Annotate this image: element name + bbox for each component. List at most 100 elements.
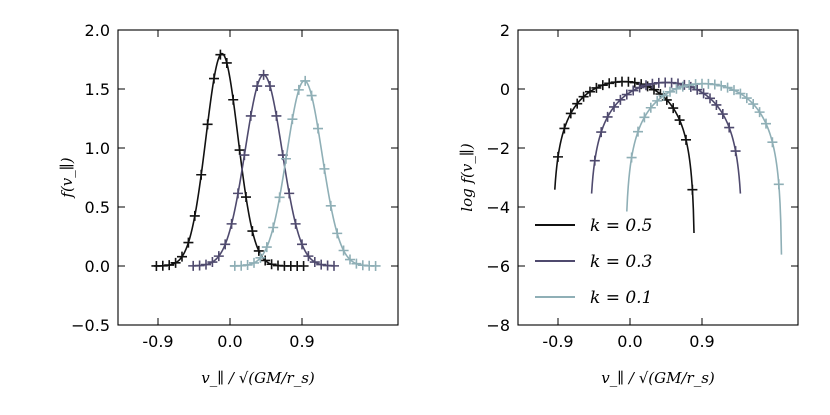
right-marker-k=0.1-7 <box>671 83 682 94</box>
right-marker-k=0.3-17 <box>698 88 709 99</box>
right-marker-k=0.5-20 <box>681 134 691 145</box>
left-marker-k=0.5-15 <box>247 226 258 237</box>
left-marker-k=0.5-23 <box>298 261 309 271</box>
right-marker-k=0.3-9 <box>647 78 658 89</box>
right-marker-k=0.5-21 <box>687 184 698 195</box>
right-marker-k=0.1-4 <box>652 95 663 106</box>
left-marker-k=0.1-16 <box>332 228 343 239</box>
left-marker-k=0.5-18 <box>266 259 277 270</box>
left-marker-k=0.3-8 <box>239 150 250 161</box>
left-marker-k=0.5-16 <box>253 245 264 256</box>
left-xtick-label: -0.9 <box>142 332 173 351</box>
right-marker-k=0.5-1 <box>559 123 570 134</box>
left-marker-k=0.3-19 <box>309 257 320 268</box>
panel-left-plot: -0.9 0.0 0.9 −0.5 0.0 0.5 1.0 1.5 2.0 v_∥ / √(GM/… <box>58 21 399 387</box>
right-marker-k=0.5-8 <box>604 78 615 89</box>
left-marker-k=0.1-2 <box>242 259 253 270</box>
right-marker-k=0.1-20 <box>754 107 765 118</box>
left-marker-k=0.3-6 <box>226 218 237 229</box>
legend-label-1: k = 0.3 <box>590 252 652 272</box>
right-marker-k=0.1-13 <box>709 79 720 90</box>
left-marker-k=0.5-9 <box>209 73 219 84</box>
legend: k = 0.5 k = 0.3 k = 0.1 <box>535 216 652 308</box>
right-marker-k=0.5-7 <box>597 80 608 91</box>
left-marker-k=0.3-7 <box>233 188 243 199</box>
right-marker-k=0.5-12 <box>629 77 640 88</box>
left-ytick-label: 1.5 <box>85 80 110 99</box>
right-ytick-label: −8 <box>486 316 510 335</box>
right-xlabel: v_∥ / √(GM/r_s) <box>601 369 715 387</box>
right-marker-k=0.1-6 <box>665 86 675 97</box>
right-ytick-label: 0 <box>500 80 510 99</box>
left-marker-k=0.3-2 <box>201 259 211 270</box>
right-axes-frame <box>517 29 799 326</box>
right-marker-k=0.5-2 <box>565 108 576 119</box>
left-marker-k=0.1-19 <box>351 258 362 269</box>
right-marker-k=0.5-6 <box>591 82 602 93</box>
left-marker-k=0.5-11 <box>221 57 232 68</box>
left-marker-k=0.1-12 <box>306 90 317 101</box>
right-marker-k=0.1-5 <box>658 90 669 101</box>
right-marker-k=0.1-3 <box>645 102 656 113</box>
left-xlabel: v_∥ / √(GM/r_s) <box>201 369 315 387</box>
right-marker-k=0.3-6 <box>628 85 639 96</box>
left-marker-k=0.1-3 <box>249 257 259 268</box>
left-marker-k=0.3-13 <box>271 110 282 121</box>
left-ytick-label: 2.0 <box>85 21 110 40</box>
left-marker-k=0.3-5 <box>220 239 231 250</box>
left-marker-k=0.3-10 <box>252 81 263 92</box>
right-marker-k=0.5-15 <box>649 84 659 95</box>
right-ytick-label: 2 <box>500 21 510 40</box>
left-marker-k=0.3-3 <box>207 257 218 268</box>
left-marker-k=0.3-11 <box>258 69 269 80</box>
right-marker-k=0.3-16 <box>692 84 703 95</box>
left-marker-k=0.5-10 <box>215 49 226 60</box>
left-marker-k=0.5-5 <box>183 237 194 248</box>
left-marker-k=0.1-8 <box>281 153 291 164</box>
right-marker-k=0.1-16 <box>729 85 739 96</box>
right-marker-k=0.1-1 <box>633 126 643 137</box>
right-marker-k=0.1-19 <box>748 99 759 110</box>
left-marker-k=0.1-4 <box>255 252 266 263</box>
right-marker-k=0.3-22 <box>730 146 741 157</box>
right-marker-k=0.3-2 <box>602 111 613 122</box>
left-marker-k=0.5-13 <box>234 145 245 156</box>
right-marker-k=0.3-3 <box>609 101 619 112</box>
right-marker-k=0.3-5 <box>621 89 632 100</box>
right-marker-k=0.5-19 <box>674 115 685 126</box>
right-marker-k=0.1-17 <box>735 88 746 99</box>
left-marker-k=0.5-14 <box>241 192 251 203</box>
left-marker-k=0.3-12 <box>265 81 275 92</box>
left-marker-k=0.3-15 <box>284 188 295 199</box>
right-xtick-label: 0.0 <box>617 332 642 351</box>
right-marker-k=0.1-14 <box>716 80 727 91</box>
left-marker-k=0.3-18 <box>303 251 314 262</box>
right-ytick-label: −2 <box>486 139 510 158</box>
left-xtick-label: 0.0 <box>217 332 242 351</box>
left-xtick-label: 0.9 <box>289 332 314 351</box>
left-ytick-label: 0.0 <box>85 257 110 276</box>
left-marker-k=0.1-17 <box>338 245 349 256</box>
right-ytick-label: −4 <box>486 198 510 217</box>
left-marker-k=0.1-7 <box>274 192 285 203</box>
left-marker-k=0.1-14 <box>319 163 330 174</box>
right-xtick-label: 0.9 <box>689 332 714 351</box>
left-marker-k=0.1-9 <box>287 114 298 125</box>
left-marker-k=0.5-3 <box>170 257 181 268</box>
left-marker-k=0.1-10 <box>293 84 304 95</box>
right-marker-k=0.3-0 <box>589 155 600 166</box>
left-marker-k=0.3-4 <box>213 251 224 262</box>
right-marker-k=0.3-21 <box>724 122 735 133</box>
left-marker-k=0.5-12 <box>228 94 239 105</box>
left-marker-k=0.5-2 <box>164 260 175 271</box>
right-marker-k=0.1-9 <box>684 80 695 91</box>
right-marker-k=0.1-21 <box>761 118 771 129</box>
left-ytick-label: −0.5 <box>71 316 110 335</box>
left-marker-k=0.3-16 <box>290 218 301 229</box>
right-marker-k=0.5-5 <box>585 86 595 97</box>
right-marker-k=0.1-8 <box>677 81 688 92</box>
right-ylabel: log f(v_∥) <box>458 143 476 212</box>
left-marker-k=0.1-11 <box>300 75 311 86</box>
left-marker-k=0.1-13 <box>313 123 323 134</box>
